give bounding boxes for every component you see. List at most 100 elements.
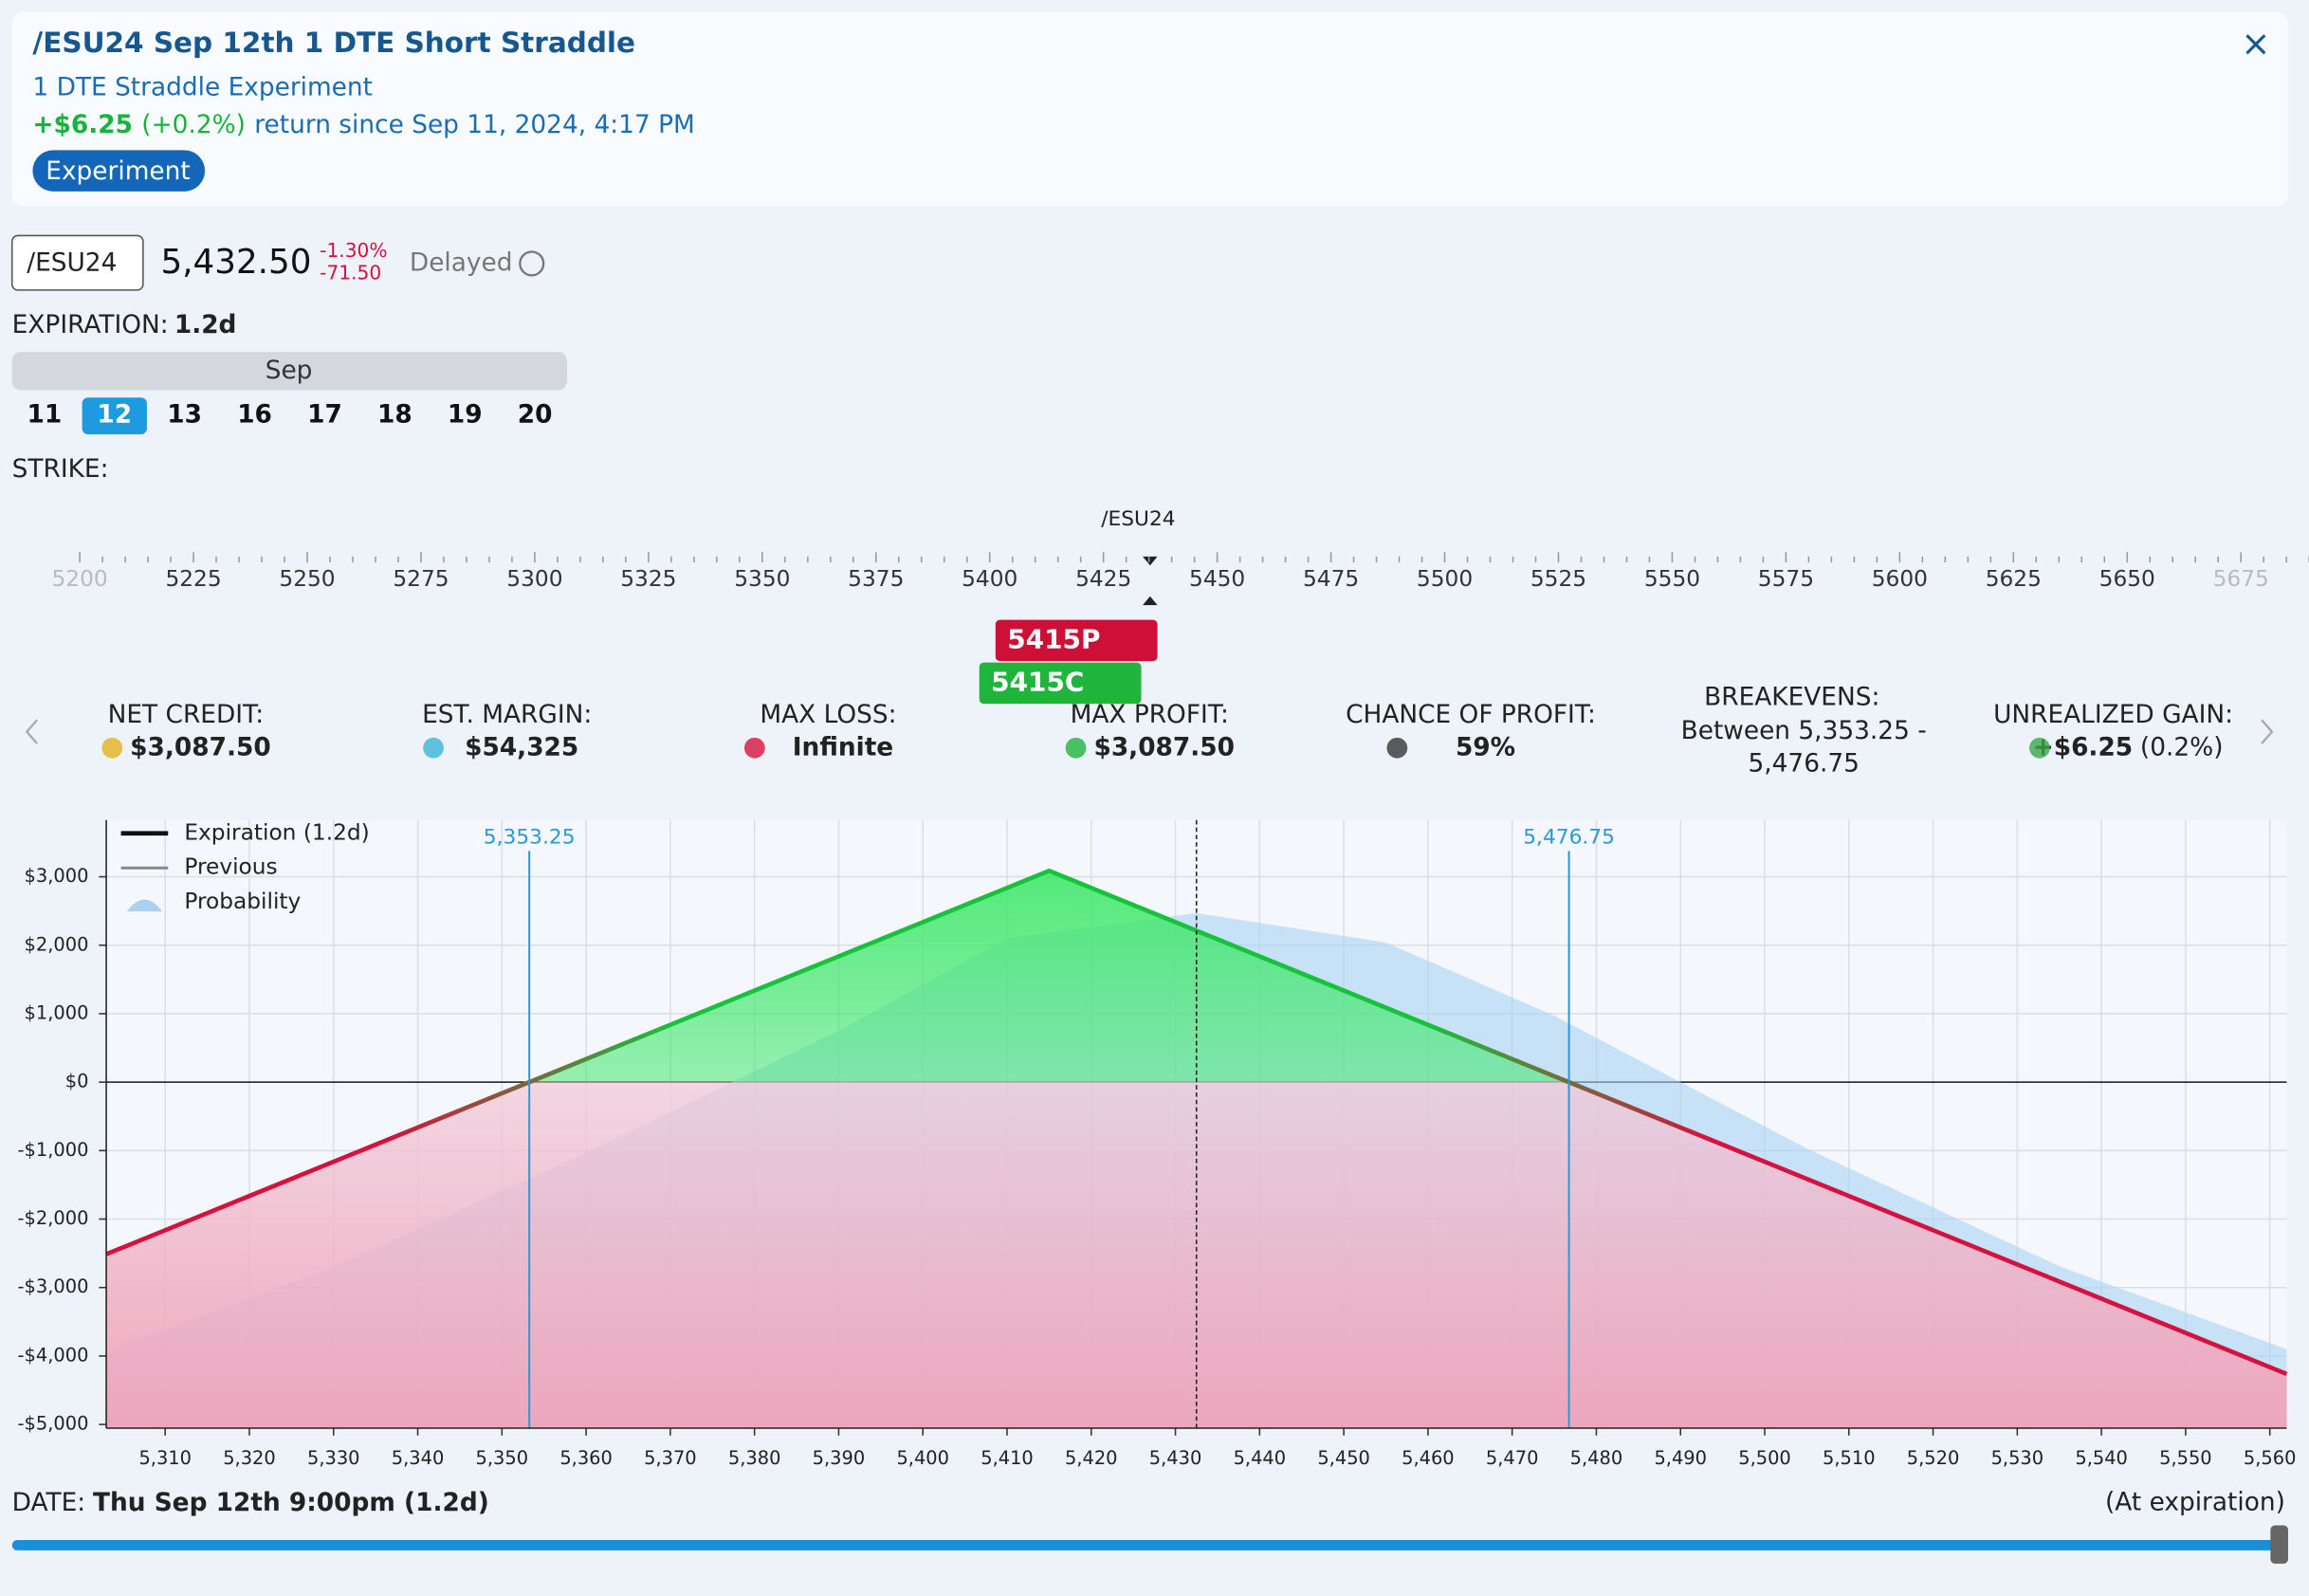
stat-label: CHANCE OF PROFIT: [1346, 701, 1596, 729]
strike: 5550 [1644, 566, 1700, 592]
strike: 5450 [1189, 566, 1245, 592]
day[interactable]: 16 [237, 400, 272, 429]
strike: 5650 [2099, 566, 2155, 592]
legend-label: Expiration (1.2d) [184, 819, 369, 845]
close-button[interactable]: × [2241, 23, 2270, 64]
stat-value: $3,087.50 [130, 733, 271, 761]
strike: 5575 [1758, 566, 1814, 592]
stat-value: $54,325 [465, 733, 578, 761]
legend-label: Previous [184, 854, 277, 880]
x-tick-label: 5,490 [1654, 1447, 1707, 1469]
x-tick-label: 5,310 [138, 1447, 192, 1469]
expiration: EXPIRATION: 1.2d [12, 311, 237, 339]
month-bar [11, 352, 568, 391]
stat-value: +$6.25 (0.2%) [2033, 733, 2224, 761]
stat-label: NET CREDIT: [108, 701, 264, 729]
x-tick-label: 5,550 [2159, 1447, 2212, 1469]
y-tick-label: -$1,000 [18, 1139, 89, 1161]
return-pct: (+0.2%) [141, 110, 246, 138]
stat-label: MAX LOSS: [760, 701, 896, 729]
x-tick-label: 5,360 [559, 1447, 613, 1469]
underlying-marker: /ESU24 [1101, 507, 1175, 531]
strike: 5625 [1986, 566, 2042, 592]
breakeven-label: 5,476.75 [1523, 825, 1615, 849]
strike: 5275 [393, 566, 449, 592]
symbol-box[interactable] [10, 234, 144, 291]
symbol: /ESU24 [27, 248, 117, 277]
stat-value: 59% [1456, 733, 1515, 761]
x-tick-label: 5,510 [1823, 1447, 1876, 1469]
x-tick-label: 5,450 [1317, 1447, 1370, 1469]
y-tick-label: $2,000 [25, 933, 89, 955]
tag [32, 150, 206, 192]
strike: 5375 [848, 566, 904, 592]
y-tick-label: -$5,000 [18, 1413, 89, 1435]
month: Sep [266, 357, 313, 385]
strike: 5250 [279, 566, 335, 592]
strike-label: STRIKE: [12, 455, 109, 484]
change: -71.50 [320, 261, 381, 284]
x-tick-label: 5,470 [1486, 1447, 1539, 1469]
stat-value-text: $54,325 [465, 733, 578, 761]
y-tick-label: -$2,000 [18, 1207, 89, 1229]
x-tick-label: 5,500 [1738, 1447, 1791, 1469]
nav-left[interactable] [25, 719, 38, 744]
x-tick-label: 5,440 [1234, 1447, 1287, 1469]
strike: 5400 [962, 566, 1017, 592]
strike: 5600 [1872, 566, 1928, 592]
x-tick-label: 5,430 [1149, 1447, 1202, 1469]
header-card [11, 11, 2288, 207]
y-tick-label: $0 [65, 1071, 89, 1092]
slider-track [11, 1540, 2280, 1550]
payoff-line [105, 868, 2288, 1377]
x-tick-label: 5,340 [392, 1447, 445, 1469]
day-selected [82, 397, 147, 435]
price-marker [1143, 556, 1158, 606]
date-value: Thu Sep 12th 9:00pm (1.2d) [93, 1489, 489, 1517]
day[interactable]: 20 [518, 400, 553, 429]
day[interactable]: 17 [307, 400, 342, 429]
legend-swatch [126, 899, 163, 912]
x-tick-label: 5,380 [728, 1447, 781, 1469]
stat-value-text: $3,087.50 [130, 733, 271, 761]
price: 5,432.50 [161, 243, 312, 282]
strike: 5225 [165, 566, 221, 592]
strike: 5475 [1303, 566, 1359, 592]
leg-chip[interactable] [995, 619, 1158, 662]
stat-note: (0.2%) [2140, 733, 2224, 761]
change-pct: -1.30% [320, 239, 387, 262]
x-tick-label: 5,460 [1402, 1447, 1455, 1469]
x-tick-label: 5,480 [1570, 1447, 1623, 1469]
day[interactable]: 12 [97, 400, 132, 429]
expiration-value: 1.2d [174, 311, 237, 339]
stat-label: BREAKEVENS: [1704, 683, 1879, 711]
stat-icon [423, 737, 444, 759]
x-tick-label: 5,530 [1991, 1447, 2044, 1469]
strike: 5300 [506, 566, 562, 592]
leg-chip[interactable] [979, 662, 1142, 705]
y-tick-label: $3,000 [25, 865, 89, 887]
stat-value: Between 5,353.25 - [1681, 717, 1927, 745]
stat-value: Infinite [793, 733, 893, 761]
stat-label: UNREALIZED GAIN: [1993, 701, 2233, 729]
x-tick-label: 5,540 [2075, 1447, 2128, 1469]
slider-handle[interactable] [2270, 1525, 2288, 1564]
subtitle: 1 DTE Straddle Experiment [32, 74, 373, 102]
day[interactable]: 18 [377, 400, 412, 429]
x-tick-label: 5,390 [813, 1447, 866, 1469]
nav-right[interactable] [2261, 719, 2274, 744]
stat-label: EST. MARGIN: [422, 701, 592, 729]
strike: 5325 [620, 566, 676, 592]
strike: 5425 [1075, 566, 1131, 592]
stat-label: MAX PROFIT: [1071, 701, 1229, 729]
stat-value: 5,476.75 [1748, 749, 1859, 778]
day[interactable]: 13 [167, 400, 202, 429]
expiration-label: EXPIRATION: [12, 311, 169, 339]
day[interactable]: 11 [27, 400, 62, 429]
day[interactable]: 19 [448, 400, 483, 429]
return-text: return since Sep 11, 2024, 4:17 PM [254, 110, 695, 138]
date-note: (At expiration) [2105, 1489, 2285, 1517]
x-tick-label: 5,520 [1907, 1447, 1960, 1469]
stat-icon [1386, 737, 1408, 759]
status: Delayed [410, 248, 513, 277]
